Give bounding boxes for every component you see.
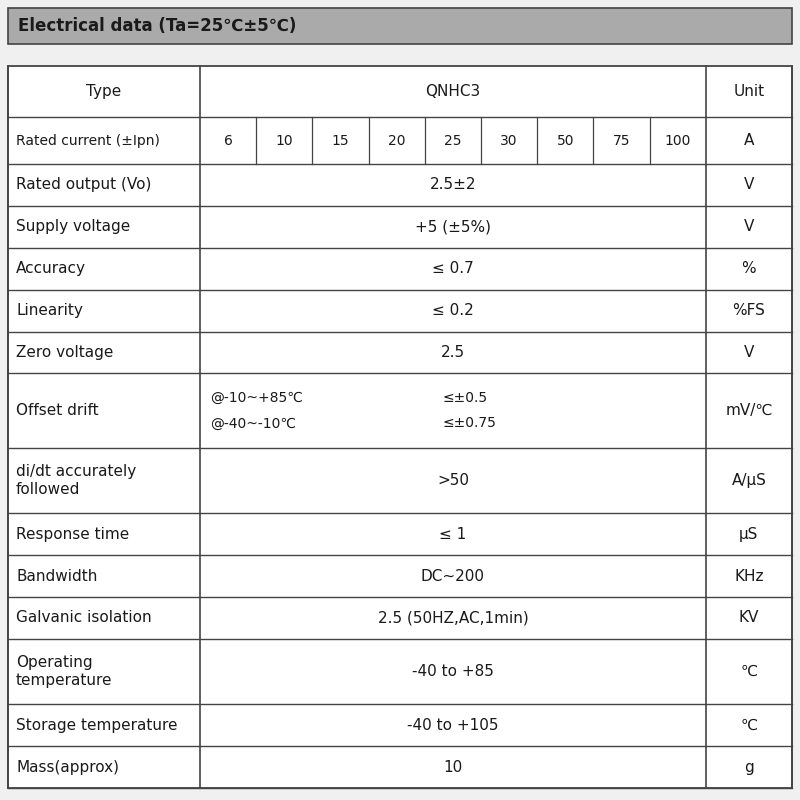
Text: Type: Type xyxy=(86,84,122,99)
Text: μS: μS xyxy=(739,526,758,542)
Text: KV: KV xyxy=(738,610,759,626)
Text: 20: 20 xyxy=(388,134,406,147)
Text: ≤±0.75: ≤±0.75 xyxy=(443,416,497,430)
Text: 100: 100 xyxy=(665,134,691,147)
Text: 30: 30 xyxy=(500,134,518,147)
Text: -40 to +85: -40 to +85 xyxy=(412,664,494,679)
Text: 75: 75 xyxy=(613,134,630,147)
Text: ≤ 1: ≤ 1 xyxy=(439,526,466,542)
Text: QNHC3: QNHC3 xyxy=(426,84,481,99)
Text: 2.5: 2.5 xyxy=(441,345,465,360)
Text: Mass(approx): Mass(approx) xyxy=(16,759,119,774)
Text: Zero voltage: Zero voltage xyxy=(16,345,114,360)
Bar xyxy=(8,8,792,44)
Text: Storage temperature: Storage temperature xyxy=(16,718,178,733)
Text: 2.5 (50HZ,AC,1min): 2.5 (50HZ,AC,1min) xyxy=(378,610,528,626)
Text: ≤±0.5: ≤±0.5 xyxy=(443,391,488,405)
Text: Accuracy: Accuracy xyxy=(16,261,86,276)
Text: V: V xyxy=(744,345,754,360)
Text: Electrical data (Ta=25℃±5℃): Electrical data (Ta=25℃±5℃) xyxy=(18,17,296,35)
Text: di/dt accurately
followed: di/dt accurately followed xyxy=(16,464,136,497)
Text: Galvanic isolation: Galvanic isolation xyxy=(16,610,152,626)
Text: V: V xyxy=(744,219,754,234)
Text: Supply voltage: Supply voltage xyxy=(16,219,130,234)
Text: KHz: KHz xyxy=(734,569,764,583)
Text: Linearity: Linearity xyxy=(16,303,83,318)
Text: 50: 50 xyxy=(557,134,574,147)
Text: mV/℃: mV/℃ xyxy=(725,403,773,418)
Text: >50: >50 xyxy=(437,473,469,488)
Text: ≤ 0.7: ≤ 0.7 xyxy=(432,261,474,276)
Text: @-10~+85℃: @-10~+85℃ xyxy=(210,391,303,405)
Text: %FS: %FS xyxy=(733,303,766,318)
Text: 25: 25 xyxy=(444,134,462,147)
Text: Response time: Response time xyxy=(16,526,130,542)
Text: ℃: ℃ xyxy=(740,664,758,679)
Text: 2.5±2: 2.5±2 xyxy=(430,178,476,192)
Text: Unit: Unit xyxy=(734,84,765,99)
Text: g: g xyxy=(744,759,754,774)
Text: 15: 15 xyxy=(332,134,350,147)
Text: DC~200: DC~200 xyxy=(421,569,485,583)
Text: @-40~-10℃: @-40~-10℃ xyxy=(210,416,296,430)
Text: A/μS: A/μS xyxy=(731,473,766,488)
Text: Bandwidth: Bandwidth xyxy=(16,569,98,583)
Text: Operating
temperature: Operating temperature xyxy=(16,655,113,688)
Text: %: % xyxy=(742,261,756,276)
Text: A: A xyxy=(744,133,754,148)
Text: -40 to +105: -40 to +105 xyxy=(407,718,498,733)
Text: V: V xyxy=(744,178,754,192)
Text: Rated current (±Ipn): Rated current (±Ipn) xyxy=(16,134,160,147)
Text: Rated output (Vo): Rated output (Vo) xyxy=(16,178,151,192)
Text: ℃: ℃ xyxy=(740,718,758,733)
Text: 6: 6 xyxy=(224,134,233,147)
Text: Offset drift: Offset drift xyxy=(16,403,98,418)
Text: 10: 10 xyxy=(443,759,462,774)
Text: ≤ 0.2: ≤ 0.2 xyxy=(432,303,474,318)
Text: +5 (±5%): +5 (±5%) xyxy=(415,219,491,234)
Text: 10: 10 xyxy=(275,134,293,147)
